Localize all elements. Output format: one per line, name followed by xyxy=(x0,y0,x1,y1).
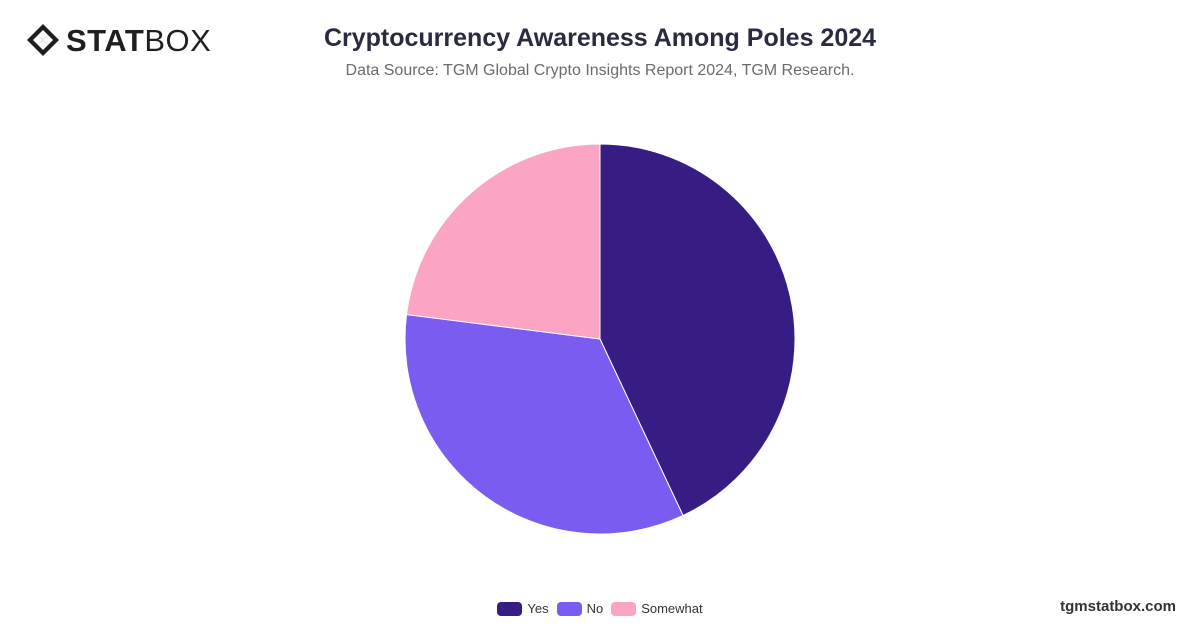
logo-text-light: BOX xyxy=(144,22,212,58)
legend-item-yes[interactable]: Yes xyxy=(497,601,549,616)
pie-slice-yes[interactable] xyxy=(599,143,796,517)
legend-item-somewhat[interactable]: Somewhat xyxy=(611,601,703,616)
chart-title: Cryptocurrency Awareness Among Poles 202… xyxy=(323,24,877,52)
pie-slice-no[interactable] xyxy=(404,314,684,535)
legend-item-no[interactable]: No xyxy=(556,601,604,616)
legend-label: No xyxy=(586,601,604,616)
chart-legend: Yes No Somewhat xyxy=(0,601,1200,616)
chart-subtitle: Data Source: TGM Global Crypto Insights … xyxy=(345,62,855,79)
watermark: tgmstatbox.com xyxy=(1060,598,1176,615)
pie-slice-somewhat[interactable] xyxy=(405,143,601,340)
legend-label: Yes xyxy=(527,601,549,616)
statbox-logo-icon xyxy=(27,24,59,56)
statbox-logo-text: STATBOX xyxy=(66,25,211,56)
legend-swatch xyxy=(556,601,582,616)
legend-label: Somewhat xyxy=(641,601,703,616)
logo-text-bold: STAT xyxy=(66,22,145,58)
statbox-logo: STATBOX xyxy=(26,22,211,58)
legend-swatch xyxy=(611,601,637,616)
legend-swatch xyxy=(497,601,523,616)
